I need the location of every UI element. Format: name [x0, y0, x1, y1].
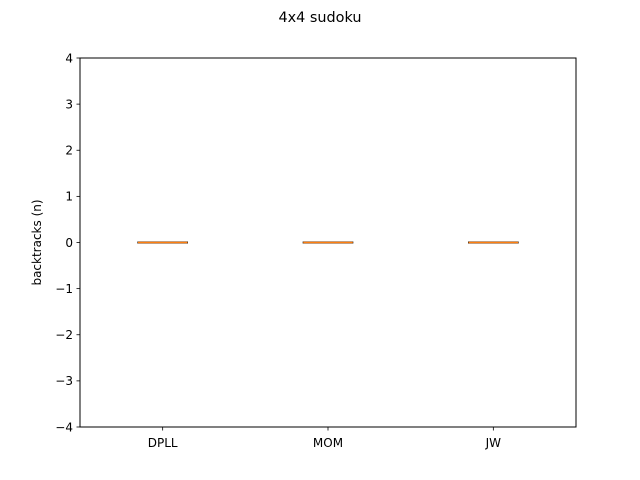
y-tick-label: 0 — [65, 236, 73, 250]
y-tick-label: −3 — [55, 374, 73, 388]
y-tick-label: −1 — [55, 282, 73, 296]
x-tick-label: MOM — [313, 436, 343, 450]
y-tick-label: 2 — [65, 144, 73, 158]
x-axis: DPLL MOM JW — [148, 427, 501, 450]
y-tick-label: 3 — [65, 97, 73, 111]
y-axis-label: backtracks (n) — [30, 199, 44, 285]
x-tick-label: DPLL — [148, 436, 178, 450]
axes-frame — [79, 57, 577, 428]
box-mom — [302, 241, 354, 244]
chart-title: 4x4 sudoku — [279, 10, 362, 26]
box-dpll — [137, 241, 188, 244]
y-tick-label: 1 — [65, 190, 73, 204]
box-series — [137, 241, 519, 244]
y-tick-label: −4 — [55, 420, 73, 434]
y-axis: −4 −3 −2 −1 0 1 2 3 4 — [55, 51, 80, 434]
x-tick-label: JW — [485, 436, 502, 450]
y-tick-label: −2 — [55, 328, 73, 342]
y-tick-label: 4 — [65, 51, 73, 65]
box-jw — [468, 241, 519, 244]
